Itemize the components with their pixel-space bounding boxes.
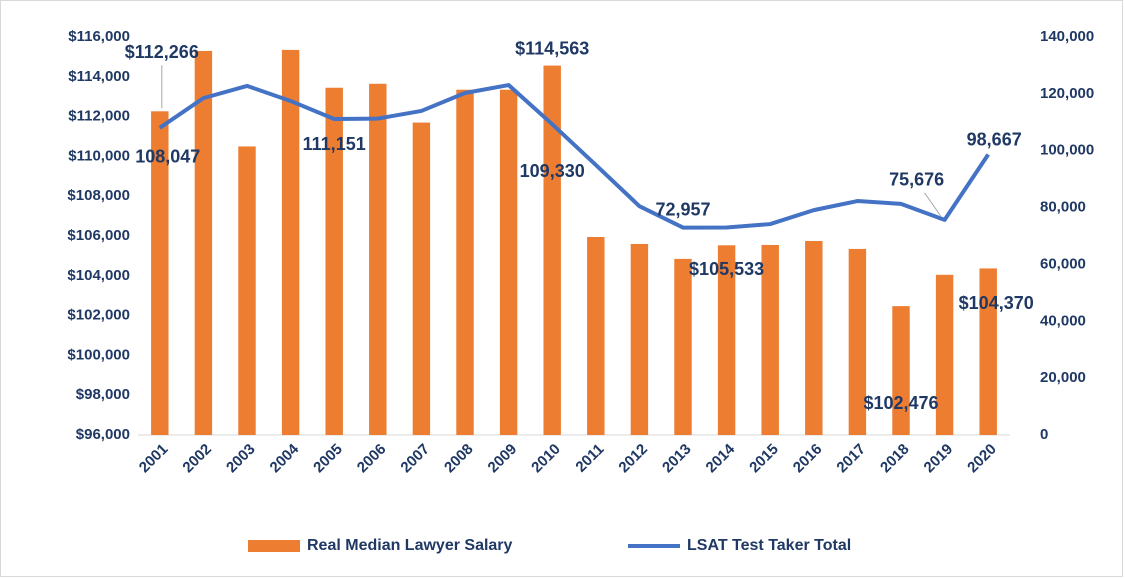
y2-tick-label: 80,000 [1040,199,1086,216]
y2-tick-label: 100,000 [1040,142,1094,159]
bar [717,245,736,435]
y2-tick-label: 140,000 [1040,28,1094,45]
data-label: 72,957 [655,199,710,219]
bar [325,87,343,436]
bar [979,268,997,435]
bar [543,65,561,435]
line [158,83,990,230]
y2-tick-label: 60,000 [1040,255,1086,272]
y-tick-label: $110,000 [68,147,130,164]
legend-label: Real Median Lawyer Salary [307,537,513,554]
legend-label: LSAT Test Taker Total [687,537,851,554]
data-label: $102,476 [863,393,938,413]
bar [761,244,779,435]
y-tick-label: $104,000 [67,267,130,284]
bar [805,240,823,435]
data-label: 98,667 [967,129,1022,149]
y-tick-label: $116,000 [68,28,130,45]
y-tick-label: $106,000 [67,227,130,244]
y2-tick-label: 0 [1040,426,1048,443]
leader-line [924,192,942,217]
bar [630,243,649,435]
y-tick-label: $102,000 [67,307,130,324]
y2-tick-label: 40,000 [1040,312,1086,329]
y-tick-label: $108,000 [67,187,130,204]
y-tick-label: $98,000 [76,386,130,403]
bar [238,146,256,435]
y-tick-label: $112,000 [68,108,130,125]
y-tick-label: $114,000 [68,68,130,85]
legend-swatch [248,540,300,552]
y2-tick-label: 120,000 [1040,85,1094,102]
y2-tick-label: 20,000 [1040,369,1086,386]
y-tick-label: $100,000 [67,346,130,363]
bar [369,83,387,435]
data-label: 111,151 [303,134,366,154]
bar [587,236,605,435]
bar [674,258,692,435]
bar [935,274,954,435]
data-label: 108,047 [135,147,200,167]
bar [194,50,213,436]
data-label: 109,330 [520,161,585,181]
data-label: $104,370 [959,293,1034,313]
bar [499,89,518,436]
bar [151,111,169,435]
data-label: 75,676 [889,170,944,190]
bar [892,306,910,435]
data-label: $112,266 [125,42,199,62]
bar [456,89,474,436]
data-label: $105,533 [689,259,764,279]
data-label: $114,563 [515,38,589,58]
bar [848,248,867,435]
y-tick-label: $96,000 [76,426,130,443]
bar [281,49,300,436]
bar [412,122,431,435]
